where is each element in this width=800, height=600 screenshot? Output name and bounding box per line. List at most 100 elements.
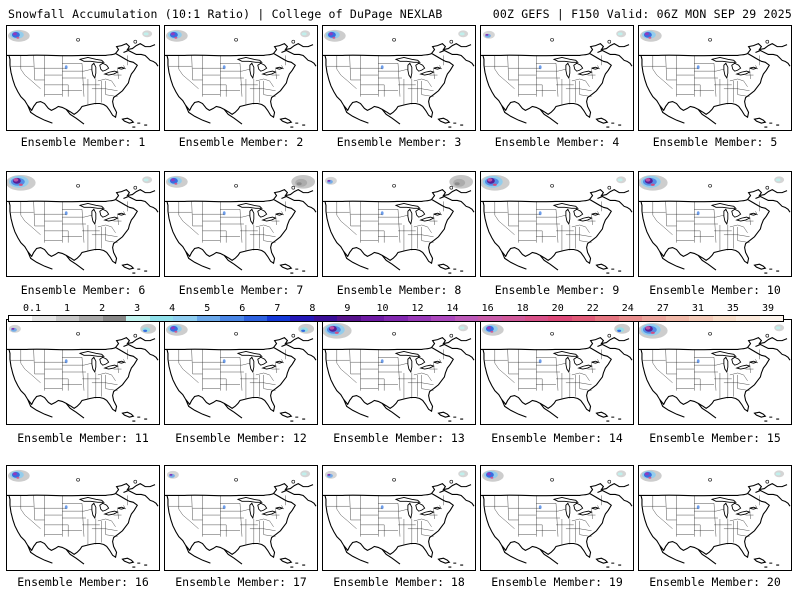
snow-shading [165,174,316,216]
legend-tick-label: 27 [656,303,669,314]
legend-tick-label: 18 [516,303,529,314]
legend-swatch [32,316,56,321]
ensemble-map-panel [480,25,634,131]
us-map [481,30,633,128]
legend-swatch [220,316,244,321]
us-map [481,469,633,568]
ensemble-map-panel [6,319,160,425]
legend-tick-label: 10 [376,303,389,314]
us-map [323,322,475,422]
ensemble-member-label: Ensemble Member: 17 [175,575,307,589]
us-map [7,469,159,568]
ensemble-member-label: Ensemble Member: 15 [649,431,781,445]
ensemble-map-panel [6,465,160,571]
legend-tick-label: 14 [446,303,459,314]
legend-swatch [196,316,221,321]
snow-shading [323,322,469,364]
legend-tick-label: 16 [481,303,494,314]
legend-swatch [548,316,572,321]
ensemble-member-label: Ensemble Member: 19 [491,575,623,589]
legend-tick-label: 12 [411,303,424,314]
ensemble-map-panel [322,465,476,571]
ensemble-member-label: Ensemble Member: 14 [491,431,623,445]
snow-shading [482,30,627,70]
snow-shading [323,29,469,70]
legend-swatch [79,316,103,321]
ensemble-member-label: Ensemble Member: 9 [494,283,620,297]
ensemble-map-panel [480,319,634,425]
snow-shading [8,323,157,364]
snow-shading [7,174,153,216]
snow-shading [639,174,785,216]
snow-shading [324,470,469,510]
legend-tick-label: 39 [761,303,775,314]
legend-tick-label: 1 [64,303,71,314]
ensemble-member-label: Ensemble Member: 3 [336,135,462,149]
ensemble-member-label: Ensemble Member: 7 [178,283,304,297]
ensemble-member-label: Ensemble Member: 12 [175,431,307,445]
snow-shading [7,29,153,70]
us-map [323,29,475,128]
legend-swatch [55,316,80,321]
legend-tick-label: 4 [169,303,176,314]
ensemble-member-label: Ensemble Member: 11 [17,431,149,445]
legend-swatch [759,316,783,321]
legend-tick-label: 6 [239,303,246,314]
ensemble-map-panel [164,171,318,277]
snow-shading [165,323,315,364]
snow-shading [481,174,627,216]
ensemble-map-panel [164,465,318,571]
us-map [165,29,317,128]
legend-swatch [431,316,455,321]
legend-swatch [501,316,525,321]
legend-tick-label: 24 [621,303,634,314]
us-map [165,470,317,568]
legend-swatch [126,316,150,321]
legend-swatch [618,316,643,321]
snow-shading [165,29,311,70]
us-map [165,174,317,274]
ensemble-member-label: Ensemble Member: 20 [649,575,781,589]
legend-tick-label: 35 [726,303,739,314]
snow-shading [639,322,785,364]
snow-shading [7,469,68,510]
legend-tick-label: 20 [551,303,564,314]
us-map [481,323,633,422]
legend-swatch [384,316,408,321]
us-map [7,174,159,274]
ensemble-map-panel [638,465,792,571]
legend-swatch [595,316,619,321]
ensemble-map-panel [480,465,634,571]
ensemble-member-label: Ensemble Member: 1 [20,135,146,149]
legend-swatch [266,316,291,321]
us-map [639,469,791,568]
legend-swatch [642,316,666,321]
legend-swatch [571,316,596,321]
ensemble-map-panel [6,25,160,131]
us-map [323,470,475,568]
legend-swatch [290,316,314,321]
legend-tick-label: 3 [134,303,141,314]
snow-shading [166,470,311,510]
ensemble-member-label: Ensemble Member: 6 [20,283,146,297]
legend-tick-label: 2 [99,303,106,314]
snow-shading [481,469,627,510]
legend-color-bar [8,315,784,322]
legend-swatch [454,316,479,321]
legend-swatch [337,316,361,321]
ensemble-member-label: Ensemble Member: 4 [494,135,620,149]
snow-shading [639,29,700,70]
ensemble-map-panel [322,25,476,131]
legend-swatch [173,316,197,321]
legend-swatch [712,316,737,321]
snowfall-legend: 0.1 1 2 3 4 5 6 7 8 9 10 12 14 16 18 20 22 24 27 31 35 39 [8,303,792,327]
ensemble-map-panel [164,319,318,425]
legend-swatch [478,316,502,321]
legend-swatch [736,316,760,321]
legend-swatch [360,316,385,321]
us-map [165,323,317,422]
us-map [639,322,791,422]
header: Snowfall Accumulation (10:1 Ratio) | Col… [0,0,800,24]
snow-shading [481,323,631,364]
ensemble-member-label: Ensemble Member: 5 [652,135,778,149]
